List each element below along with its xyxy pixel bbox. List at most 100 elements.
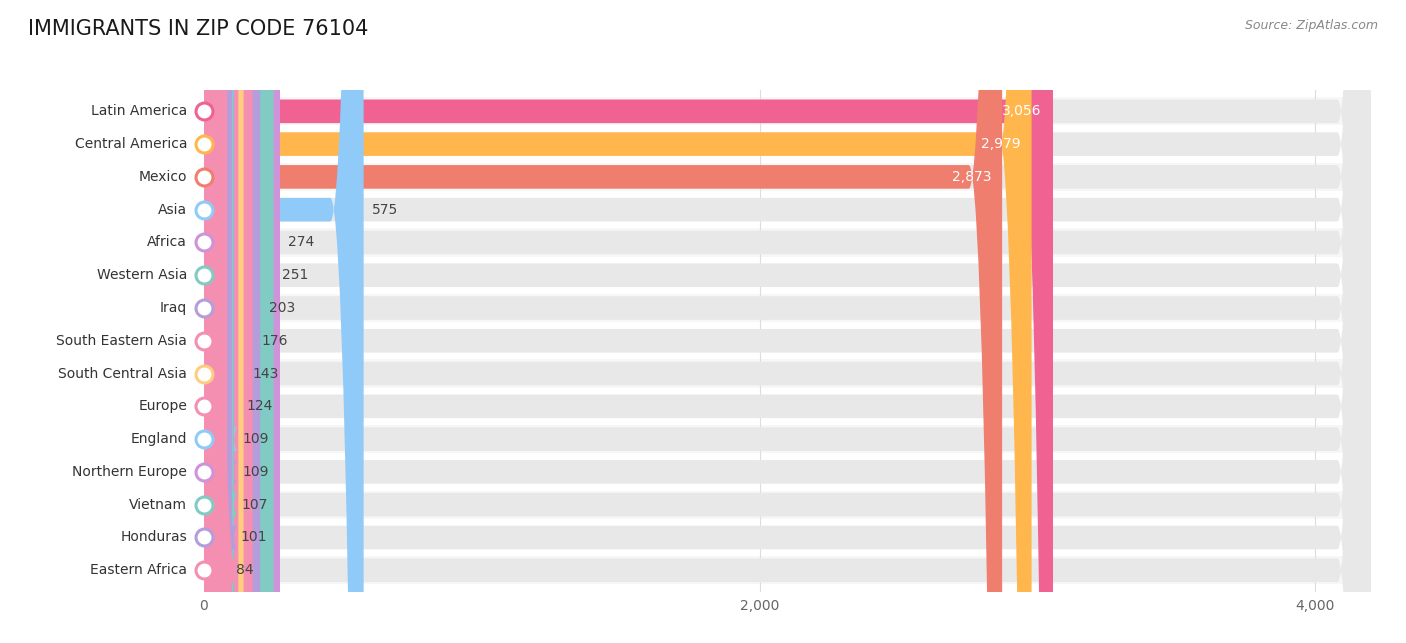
- Text: Eastern Africa: Eastern Africa: [90, 563, 187, 577]
- Point: [193, 467, 215, 477]
- FancyBboxPatch shape: [204, 0, 1371, 643]
- FancyBboxPatch shape: [204, 0, 1371, 643]
- Text: Iraq: Iraq: [160, 301, 187, 315]
- Point: [193, 270, 215, 280]
- Point: [193, 336, 215, 346]
- FancyBboxPatch shape: [204, 0, 1371, 643]
- Text: 2,979: 2,979: [981, 137, 1021, 151]
- Text: Latin America: Latin America: [91, 104, 187, 118]
- Point: [193, 532, 215, 543]
- Bar: [204, 163, 1371, 191]
- Point: [193, 237, 215, 248]
- Text: 109: 109: [242, 465, 269, 479]
- Text: 575: 575: [373, 203, 398, 217]
- Bar: [204, 556, 1371, 584]
- Text: Europe: Europe: [138, 399, 187, 413]
- Point: [193, 106, 215, 116]
- Text: 251: 251: [283, 268, 308, 282]
- Text: 3,056: 3,056: [1002, 104, 1042, 118]
- FancyBboxPatch shape: [204, 0, 239, 643]
- Text: Source: ZipAtlas.com: Source: ZipAtlas.com: [1244, 19, 1378, 32]
- Bar: [204, 425, 1371, 453]
- Text: Western Asia: Western Asia: [97, 268, 187, 282]
- Text: 143: 143: [252, 367, 278, 381]
- Bar: [204, 523, 1371, 552]
- Point: [193, 434, 215, 444]
- Text: 107: 107: [242, 498, 269, 512]
- FancyBboxPatch shape: [204, 0, 1371, 643]
- FancyBboxPatch shape: [204, 0, 1371, 643]
- Text: Mexico: Mexico: [139, 170, 187, 184]
- Bar: [204, 130, 1371, 158]
- Point: [193, 500, 215, 510]
- Point: [193, 565, 215, 575]
- FancyBboxPatch shape: [204, 0, 1371, 643]
- Text: IMMIGRANTS IN ZIP CODE 76104: IMMIGRANTS IN ZIP CODE 76104: [28, 19, 368, 39]
- FancyBboxPatch shape: [204, 0, 243, 643]
- Point: [193, 368, 215, 379]
- FancyBboxPatch shape: [204, 0, 1371, 643]
- FancyBboxPatch shape: [194, 0, 238, 643]
- FancyBboxPatch shape: [204, 0, 1371, 643]
- FancyBboxPatch shape: [201, 0, 238, 643]
- FancyBboxPatch shape: [204, 0, 1371, 643]
- Bar: [204, 228, 1371, 257]
- Point: [193, 532, 215, 543]
- Text: 176: 176: [262, 334, 288, 348]
- FancyBboxPatch shape: [204, 0, 253, 643]
- Point: [193, 401, 215, 412]
- Text: 274: 274: [288, 235, 315, 249]
- FancyBboxPatch shape: [200, 0, 238, 643]
- Text: Northern Europe: Northern Europe: [72, 465, 187, 479]
- FancyBboxPatch shape: [204, 0, 1371, 643]
- FancyBboxPatch shape: [204, 0, 1002, 643]
- Text: South Central Asia: South Central Asia: [58, 367, 187, 381]
- Text: 203: 203: [269, 301, 295, 315]
- Point: [193, 401, 215, 412]
- FancyBboxPatch shape: [204, 0, 1053, 643]
- Point: [193, 172, 215, 182]
- Point: [193, 106, 215, 116]
- Text: Africa: Africa: [148, 235, 187, 249]
- FancyBboxPatch shape: [201, 0, 238, 643]
- Point: [193, 368, 215, 379]
- FancyBboxPatch shape: [204, 0, 1032, 643]
- Point: [193, 336, 215, 346]
- Text: 84: 84: [236, 563, 253, 577]
- Point: [193, 467, 215, 477]
- FancyBboxPatch shape: [204, 0, 274, 643]
- Text: 109: 109: [242, 432, 269, 446]
- Text: Asia: Asia: [157, 203, 187, 217]
- Bar: [204, 195, 1371, 224]
- FancyBboxPatch shape: [204, 0, 1371, 643]
- Text: 124: 124: [246, 399, 273, 413]
- FancyBboxPatch shape: [204, 0, 260, 643]
- Point: [193, 303, 215, 313]
- FancyBboxPatch shape: [204, 0, 1371, 643]
- Point: [193, 434, 215, 444]
- Text: 101: 101: [240, 530, 267, 545]
- Text: South Eastern Asia: South Eastern Asia: [56, 334, 187, 348]
- Bar: [204, 392, 1371, 421]
- Point: [193, 565, 215, 575]
- Text: Vietnam: Vietnam: [129, 498, 187, 512]
- Point: [193, 204, 215, 215]
- Point: [193, 204, 215, 215]
- Bar: [204, 97, 1371, 125]
- FancyBboxPatch shape: [204, 0, 1371, 643]
- Bar: [204, 327, 1371, 355]
- Point: [193, 172, 215, 182]
- Bar: [204, 458, 1371, 486]
- Point: [193, 139, 215, 149]
- FancyBboxPatch shape: [204, 0, 280, 643]
- Text: Honduras: Honduras: [121, 530, 187, 545]
- Point: [193, 303, 215, 313]
- Text: England: England: [131, 432, 187, 446]
- Bar: [204, 359, 1371, 388]
- Point: [193, 270, 215, 280]
- FancyBboxPatch shape: [204, 0, 1371, 643]
- Bar: [204, 261, 1371, 289]
- FancyBboxPatch shape: [198, 0, 238, 643]
- Text: Central America: Central America: [75, 137, 187, 151]
- Text: 2,873: 2,873: [952, 170, 991, 184]
